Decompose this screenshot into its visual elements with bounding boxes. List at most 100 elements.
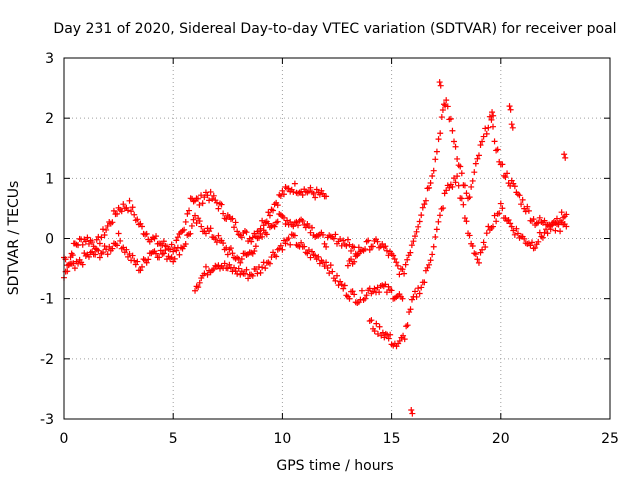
data-point	[285, 185, 292, 192]
data-point	[436, 212, 443, 219]
data-point	[251, 247, 258, 254]
data-point	[234, 228, 241, 235]
data-point	[321, 240, 328, 247]
data-point	[79, 261, 86, 268]
data-point	[330, 235, 337, 242]
data-point	[514, 230, 521, 237]
data-point	[213, 199, 220, 206]
chart-title: Day 231 of 2020, Sidereal Day-to-day VTE…	[53, 21, 616, 37]
data-point	[270, 207, 277, 214]
data-point	[479, 246, 486, 253]
data-point	[463, 190, 470, 197]
data-point	[344, 262, 351, 269]
data-point	[96, 240, 103, 247]
data-point	[403, 323, 410, 330]
data-point	[231, 224, 238, 231]
data-point	[340, 237, 347, 244]
data-point	[206, 197, 213, 204]
data-point	[221, 260, 228, 267]
data-point	[489, 109, 496, 116]
data-point	[301, 243, 308, 250]
data-point	[186, 207, 193, 214]
data-point	[522, 208, 529, 215]
data-point	[202, 230, 209, 237]
data-point	[419, 204, 426, 211]
data-point	[409, 410, 416, 417]
data-point	[237, 271, 244, 278]
data-point	[432, 233, 439, 240]
data-point	[513, 225, 520, 232]
data-point	[508, 223, 515, 230]
data-point	[358, 287, 365, 294]
data-point	[502, 174, 509, 181]
data-point	[246, 235, 253, 242]
data-point	[98, 234, 105, 241]
data-point	[335, 282, 342, 289]
data-point	[114, 242, 121, 249]
data-point	[383, 247, 390, 254]
data-point	[410, 238, 417, 245]
y-tick-label: 2	[45, 111, 54, 127]
data-point	[546, 221, 553, 228]
data-point	[196, 279, 203, 286]
data-point	[124, 207, 131, 214]
data-point	[194, 195, 201, 202]
data-point	[363, 292, 370, 299]
data-point	[171, 255, 178, 262]
data-point	[524, 203, 531, 210]
data-point	[461, 215, 468, 222]
data-point	[373, 320, 380, 327]
data-point	[160, 238, 167, 245]
data-point	[321, 263, 328, 270]
data-point	[374, 331, 381, 338]
data-point	[316, 191, 323, 198]
data-point	[382, 243, 389, 250]
data-point	[499, 161, 506, 168]
data-point	[182, 218, 189, 225]
data-point	[400, 332, 407, 339]
data-point	[312, 252, 319, 259]
data-point	[220, 210, 227, 217]
data-point	[254, 270, 261, 277]
data-point	[332, 277, 339, 284]
data-point	[518, 201, 525, 208]
x-tick-label: 20	[492, 431, 510, 447]
data-point	[115, 230, 122, 237]
data-point	[432, 156, 439, 163]
data-point	[435, 218, 442, 225]
data-point	[241, 270, 248, 277]
data-point	[343, 242, 350, 249]
data-point	[89, 239, 96, 246]
data-point	[266, 260, 273, 267]
data-point	[256, 234, 262, 241]
data-point	[471, 169, 478, 176]
data-point	[265, 220, 272, 227]
data-point	[376, 323, 383, 330]
data-point	[212, 236, 219, 243]
data-point	[291, 180, 298, 187]
data-point	[446, 184, 453, 191]
data-point	[506, 103, 513, 110]
data-point	[324, 264, 331, 271]
data-point	[483, 230, 490, 237]
data-point	[290, 223, 297, 230]
data-point	[391, 256, 398, 263]
data-point	[271, 223, 278, 230]
data-point	[346, 241, 353, 248]
data-point	[413, 293, 420, 300]
data-point	[215, 262, 222, 269]
data-point	[284, 217, 291, 224]
data-point	[442, 102, 449, 109]
data-point	[75, 260, 82, 267]
data-point	[374, 238, 381, 245]
data-point	[291, 232, 298, 239]
x-tick-label: 15	[383, 431, 401, 447]
data-point	[469, 242, 476, 249]
data-point	[455, 182, 462, 189]
data-point	[334, 272, 340, 279]
data-point	[429, 172, 436, 179]
data-point	[550, 219, 557, 226]
data-point	[516, 192, 523, 199]
data-point	[491, 138, 498, 145]
data-point	[430, 167, 437, 174]
